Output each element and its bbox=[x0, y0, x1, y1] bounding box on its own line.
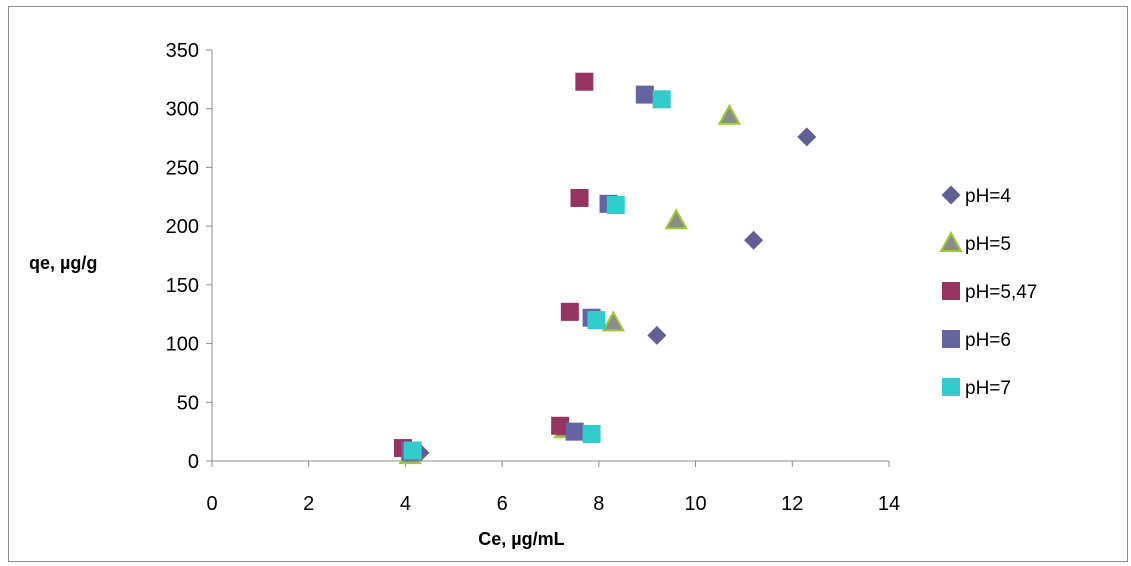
data-point bbox=[664, 208, 688, 230]
series-2 bbox=[398, 103, 742, 465]
legend-label: pH=5 bbox=[965, 234, 1011, 255]
data-point bbox=[797, 127, 817, 147]
data-point bbox=[606, 196, 625, 215]
data-point bbox=[565, 422, 584, 441]
series-3 bbox=[394, 72, 594, 458]
legend-label: pH=6 bbox=[965, 330, 1011, 351]
data-point bbox=[717, 103, 742, 125]
y-tick-label: 300 bbox=[166, 99, 199, 121]
data-points bbox=[394, 72, 817, 465]
data-point bbox=[570, 188, 589, 207]
x-tick-label: 0 bbox=[206, 493, 217, 515]
legend-label: pH=5,47 bbox=[965, 282, 1037, 303]
data-point bbox=[647, 325, 667, 345]
y-tick-label: 100 bbox=[166, 334, 199, 356]
legend-marker bbox=[942, 330, 960, 348]
series-1 bbox=[410, 127, 817, 463]
scatter-chart: 0 2 4 6 8 10 12 14 0 50 100 150 200 250 300 350 Ce, µg/… bbox=[29, 40, 1037, 549]
legend-marker bbox=[939, 230, 963, 252]
x-tick-label: 4 bbox=[400, 493, 411, 515]
series-4 bbox=[401, 85, 654, 461]
data-point bbox=[635, 85, 654, 104]
y-axis-title: qe, µg/g bbox=[29, 253, 97, 273]
y-tick-label: 350 bbox=[166, 40, 199, 62]
legend-item: pH=6 bbox=[942, 330, 1011, 351]
x-tick-label: 6 bbox=[497, 493, 508, 515]
x-tick-label: 8 bbox=[593, 493, 604, 515]
data-point bbox=[575, 72, 594, 91]
y-tick-label: 0 bbox=[188, 451, 199, 473]
data-point bbox=[582, 424, 601, 443]
data-point bbox=[403, 441, 422, 460]
legend-item: pH=5 bbox=[939, 230, 1011, 255]
legend-marker bbox=[942, 378, 960, 396]
data-point bbox=[560, 302, 579, 321]
x-tick-label: 2 bbox=[303, 493, 314, 515]
y-tick-label: 150 bbox=[166, 275, 199, 297]
legend-item: pH=7 bbox=[942, 378, 1011, 399]
data-point bbox=[601, 310, 626, 332]
series-5 bbox=[403, 90, 671, 460]
y-tick-label: 200 bbox=[166, 216, 199, 238]
legend: pH=4 pH=5 pH=5,47 pH=6 pH=7 bbox=[939, 185, 1037, 399]
legend-item: pH=4 bbox=[941, 185, 1011, 207]
x-axis-title: Ce, µg/mL bbox=[478, 529, 564, 549]
x-tick-label: 10 bbox=[684, 493, 706, 515]
ticks: 0 2 4 6 8 10 12 14 0 50 100 150 200 250 300 350 bbox=[166, 40, 901, 515]
data-point bbox=[587, 311, 606, 330]
y-tick-label: 250 bbox=[166, 157, 199, 179]
y-tick-label: 50 bbox=[177, 392, 199, 414]
data-point bbox=[744, 230, 764, 250]
legend-label: pH=4 bbox=[965, 186, 1011, 207]
legend-label: pH=7 bbox=[965, 378, 1011, 399]
axes bbox=[211, 50, 889, 462]
data-point bbox=[551, 416, 570, 435]
legend-marker bbox=[941, 185, 961, 205]
legend-item: pH=5,47 bbox=[942, 282, 1037, 303]
x-tick-label: 12 bbox=[781, 493, 803, 515]
chart-frame: 0 2 4 6 8 10 12 14 0 50 100 150 200 250 300 350 Ce, µg/… bbox=[8, 6, 1128, 562]
x-tick-label: 14 bbox=[878, 493, 900, 515]
legend-marker bbox=[942, 282, 960, 300]
data-point bbox=[652, 90, 671, 109]
